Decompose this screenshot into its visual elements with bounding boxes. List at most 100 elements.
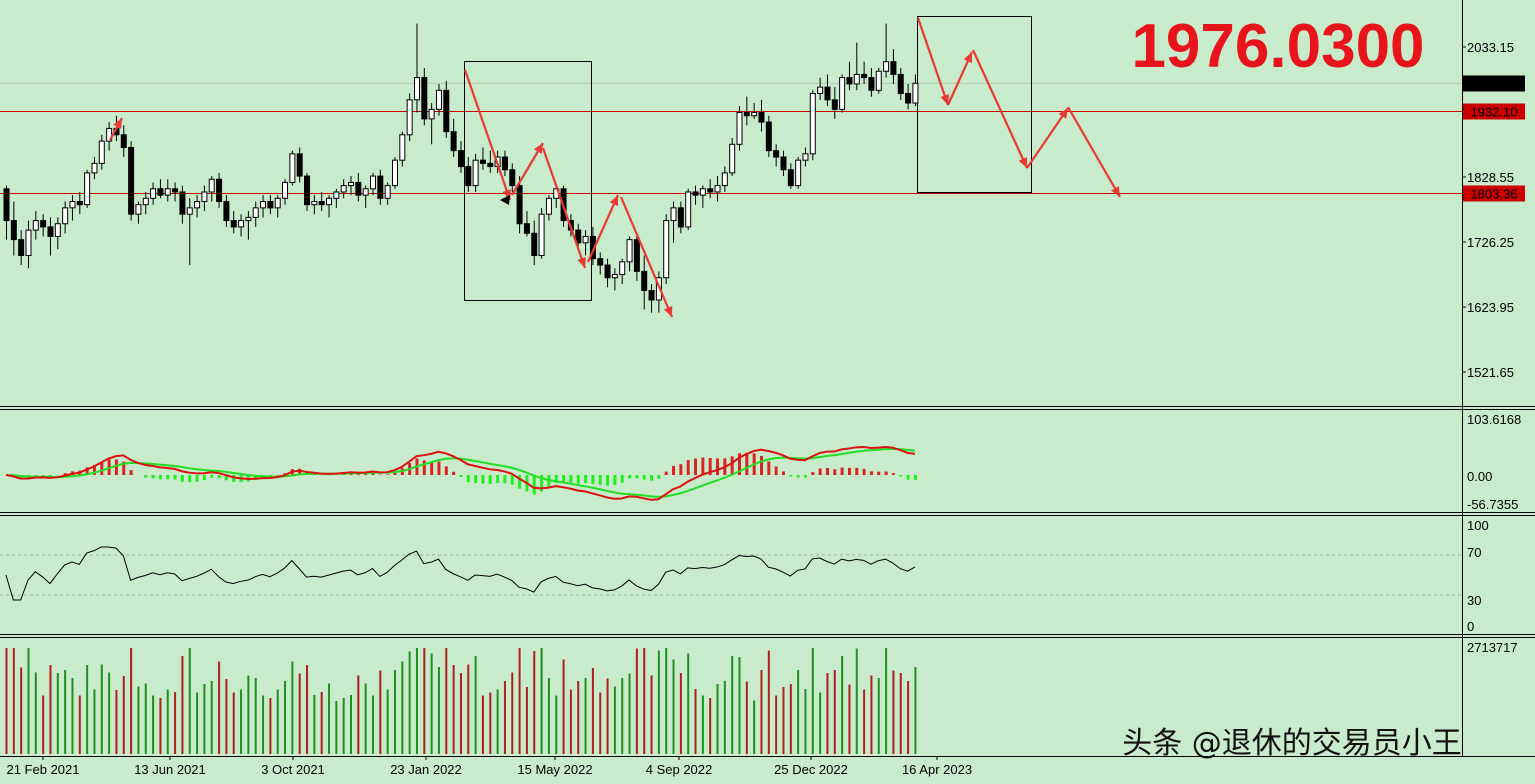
- candle-body-37: [274, 197, 281, 209]
- candle-21: [157, 179, 164, 199]
- time-tick-label-5: 4 Sep 2022: [646, 762, 713, 777]
- candle-38: [282, 179, 289, 205]
- candle-18: [135, 201, 142, 224]
- macd-tick-label-0: 103.6168: [1467, 412, 1521, 427]
- candle-body-10: [76, 200, 83, 206]
- candle-body-83: [611, 274, 618, 279]
- volume-panel: 2713717: [5, 640, 1518, 754]
- candle-62: [457, 141, 464, 173]
- candle-82: [604, 258, 611, 288]
- candle-body-74: [545, 197, 552, 215]
- candle-37: [274, 195, 281, 218]
- level-tag-1: [1463, 185, 1525, 202]
- candle-body-112: [824, 86, 831, 101]
- level-tag-0: [1463, 103, 1525, 120]
- candle-body-57: [421, 77, 428, 120]
- candle-48: [355, 172, 362, 202]
- candle-100: [736, 106, 743, 151]
- candle-body-71: [523, 223, 530, 234]
- candle-body-11: [84, 172, 91, 206]
- candle-body-114: [839, 77, 846, 110]
- candle-body-8: [62, 207, 69, 225]
- candle-body-63: [465, 166, 472, 187]
- candle-88: [648, 284, 655, 313]
- candle-body-113: [831, 99, 838, 110]
- analysis-box-2023: [917, 16, 1032, 193]
- candle-body-29: [216, 178, 223, 202]
- candle-body-2: [18, 239, 25, 257]
- candle-34: [252, 201, 259, 227]
- price-tick-label-2: 1726.25: [1467, 235, 1514, 250]
- candle-103: [758, 99, 765, 132]
- time-axis: 21 Feb 2021 13 Jun 2021 3 Oct 2021 23 Jan 2…: [6, 756, 972, 777]
- candle-body-69: [509, 169, 516, 187]
- candle-12: [91, 157, 98, 180]
- price-tick-label-4: 1521.65: [1467, 365, 1514, 380]
- arrow-proj-down-2: [1067, 106, 1121, 198]
- candle-122: [897, 68, 904, 100]
- candle-4: [32, 211, 39, 240]
- watermark: 头条 @退休的交易员小王: [1122, 726, 1462, 761]
- candle-94: [692, 185, 699, 205]
- arrow-up-1-head: [534, 143, 543, 154]
- candle-81: [597, 252, 604, 275]
- candle-body-39: [289, 153, 296, 183]
- candle-92: [677, 201, 684, 234]
- arrow-proj-down-1: [971, 49, 1029, 169]
- candle-53: [391, 157, 398, 189]
- candle-body-94: [692, 191, 699, 196]
- candle-body-13: [98, 140, 105, 164]
- candle-5: [40, 214, 47, 237]
- candle-121: [890, 49, 897, 84]
- candle-109: [802, 147, 809, 167]
- price-tick-label-3: 1623.95: [1467, 300, 1514, 315]
- candle-13: [98, 134, 105, 170]
- candle-body-55: [406, 99, 413, 136]
- time-tick-label-6: 25 Dec 2022: [774, 762, 848, 777]
- price-tick-label-1: 1828.55: [1467, 170, 1514, 185]
- candle-25: [186, 198, 193, 266]
- candle-body-51: [377, 175, 384, 199]
- candle-9: [69, 195, 76, 221]
- candle-body-116: [853, 73, 860, 85]
- candle-87: [641, 255, 648, 310]
- arrow-up-2: [586, 194, 620, 263]
- candle-50: [370, 172, 376, 196]
- candle-body-48: [355, 181, 362, 196]
- chart-title: 1976.0300: [1131, 12, 1424, 81]
- arrow-down-1: [463, 69, 512, 201]
- candle-body-102: [751, 112, 758, 117]
- arrow-up-1: [511, 142, 544, 196]
- candle-27: [201, 185, 208, 212]
- candle-body-124: [912, 82, 919, 104]
- candle-body-24: [179, 191, 186, 215]
- candle-body-5: [40, 220, 47, 228]
- candle-body-87: [641, 270, 648, 291]
- candle-19: [142, 191, 149, 215]
- candle-body-23: [172, 188, 179, 193]
- current-price-label: 1976.03: [1471, 77, 1518, 92]
- candle-111: [817, 77, 824, 100]
- candle-body-35: [260, 200, 267, 209]
- arrow-down-3-head: [663, 306, 673, 317]
- time-tick-label-1: 13 Jun 2021: [134, 762, 206, 777]
- candle-83: [611, 268, 618, 291]
- candle-58: [428, 103, 435, 145]
- candle-body-73: [538, 213, 545, 257]
- candle-55: [406, 93, 413, 142]
- candle-body-53: [391, 159, 398, 187]
- candle-63: [465, 157, 472, 192]
- candle-body-97: [714, 185, 721, 193]
- candle-body-49: [362, 188, 369, 196]
- candle-102: [751, 103, 758, 119]
- candle-46: [340, 179, 347, 199]
- candle-body-60: [443, 89, 450, 133]
- candle-117: [861, 61, 868, 84]
- candle-body-50: [370, 175, 376, 190]
- candle-body-43: [318, 200, 325, 206]
- candle-body-81: [597, 258, 604, 266]
- candle-body-118: [868, 77, 875, 91]
- arrow-down-4: [916, 17, 950, 106]
